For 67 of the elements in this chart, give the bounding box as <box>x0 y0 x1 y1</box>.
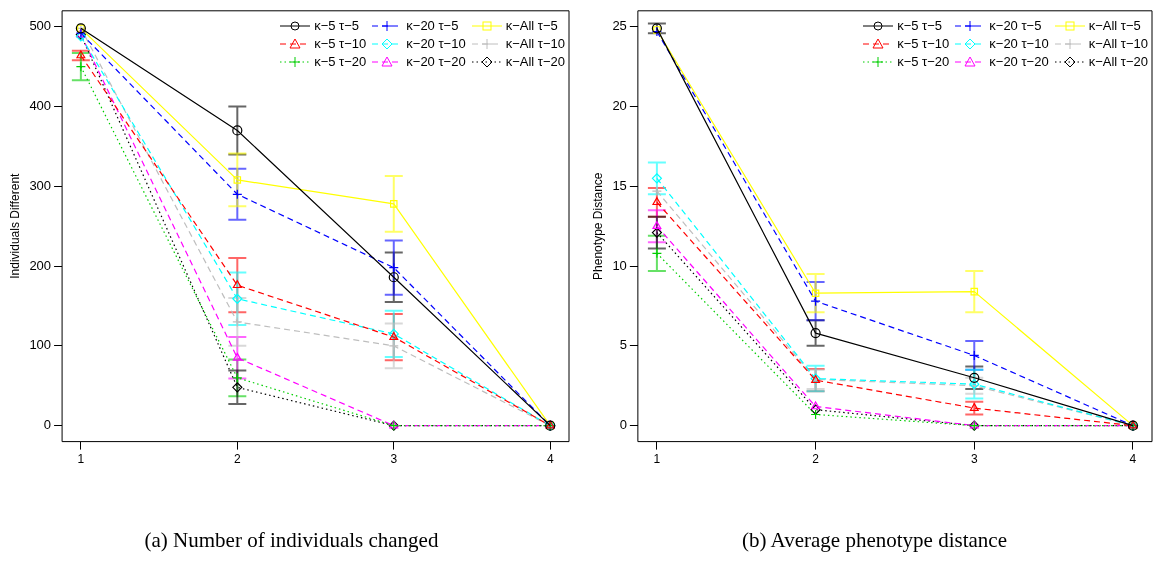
y-tick-label: 15 <box>612 177 627 193</box>
point <box>233 176 242 184</box>
x-tick-label: 1 <box>653 452 661 467</box>
point <box>651 173 662 184</box>
legend-label: κ−5 τ−20 <box>314 54 367 70</box>
point <box>652 221 662 230</box>
point <box>76 50 86 59</box>
point <box>75 61 86 72</box>
y-tick-label: 20 <box>612 98 627 114</box>
legend-label: κ−20 τ−5 <box>406 18 459 34</box>
legend-label: κ−20 τ−20 <box>989 54 1049 70</box>
y-axis-title: Phenotype Distance <box>590 172 605 280</box>
legend-label: κ−All τ−20 <box>505 54 565 70</box>
x-tick-label: 2 <box>812 452 820 467</box>
x-tick-label: 3 <box>390 452 398 467</box>
legend-label: κ−5 τ−20 <box>897 54 950 70</box>
point <box>969 372 980 383</box>
legend-label: κ−5 τ−10 <box>314 36 367 52</box>
point <box>969 402 979 411</box>
point <box>388 272 399 283</box>
legend-label: κ−5 τ−5 <box>897 18 943 34</box>
y-tick-label: 5 <box>619 337 627 353</box>
legend-label: κ−All τ−20 <box>1088 54 1148 70</box>
text: (a) Number of individuals changed <box>143 528 440 553</box>
legend-label: κ−5 τ−5 <box>314 18 360 34</box>
y-tick-label: 10 <box>612 257 627 273</box>
legend-label: κ−20 τ−5 <box>989 18 1042 34</box>
point <box>651 227 662 238</box>
point <box>811 289 820 297</box>
legend-label: κ−All τ−5 <box>1088 18 1141 34</box>
point <box>810 404 821 415</box>
y-tick-label: 500 <box>29 18 52 34</box>
legend-label: κ−20 τ−10 <box>406 36 466 52</box>
point <box>232 293 243 304</box>
y-tick-label: 400 <box>29 98 52 114</box>
point <box>232 316 243 328</box>
legend-label: κ−All τ−10 <box>505 36 565 52</box>
point <box>651 186 662 197</box>
point <box>388 340 399 351</box>
x-tick-label: 1 <box>77 452 85 467</box>
text: (b) Average phenotype distance <box>741 528 1008 553</box>
legend-label: κ−All τ−5 <box>505 18 558 34</box>
point <box>232 125 243 136</box>
y-axis-title: Individuals Different <box>7 172 22 279</box>
y-tick-label: 0 <box>619 417 627 433</box>
x-tick-label: 4 <box>1129 452 1137 467</box>
legend-label: κ−All τ−10 <box>1088 36 1148 52</box>
point <box>652 197 662 206</box>
legend-label: κ−5 τ−10 <box>897 36 950 52</box>
point <box>970 287 979 296</box>
y-tick-label: 200 <box>29 257 52 273</box>
point <box>651 248 662 259</box>
point <box>389 200 398 208</box>
legend-label: κ−20 τ−10 <box>989 36 1049 52</box>
point <box>232 352 242 361</box>
y-tick-label: 300 <box>29 177 52 193</box>
y-tick-label: 25 <box>612 18 627 34</box>
legend-label: κ−20 τ−20 <box>406 54 466 70</box>
point <box>232 280 242 289</box>
point <box>811 401 821 410</box>
y-tick-label: 100 <box>29 337 52 353</box>
x-tick-label: 2 <box>233 452 241 467</box>
x-tick-label: 4 <box>546 452 554 467</box>
point <box>810 328 821 339</box>
x-tick-label: 3 <box>970 452 978 467</box>
point <box>232 382 243 393</box>
y-tick-label: 0 <box>43 417 52 433</box>
